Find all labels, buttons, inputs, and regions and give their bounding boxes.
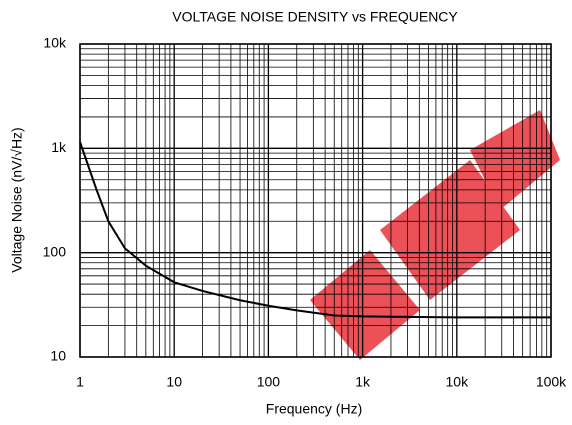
y-tick-label: 10 <box>50 348 66 364</box>
x-tick-label: 100 <box>257 374 281 390</box>
x-tick-label: 100k <box>536 374 567 390</box>
x-tick-label: 1k <box>355 374 371 390</box>
y-tick-label: 1k <box>51 139 67 155</box>
y-tick-label: 100 <box>43 243 67 259</box>
x-tick-label: 10k <box>446 374 470 390</box>
y-axis-label: Voltage Noise (nV/√Hz) <box>9 127 25 272</box>
x-axis-label: Frequency (Hz) <box>266 401 362 417</box>
chart-title: VOLTAGE NOISE DENSITY vs FREQUENCY <box>172 9 458 25</box>
x-tick-label: 10 <box>166 374 182 390</box>
plot-frame <box>79 43 552 358</box>
x-tick-label: 1 <box>76 374 84 390</box>
data-line <box>79 141 551 319</box>
y-tick-label: 10k <box>43 35 67 51</box>
